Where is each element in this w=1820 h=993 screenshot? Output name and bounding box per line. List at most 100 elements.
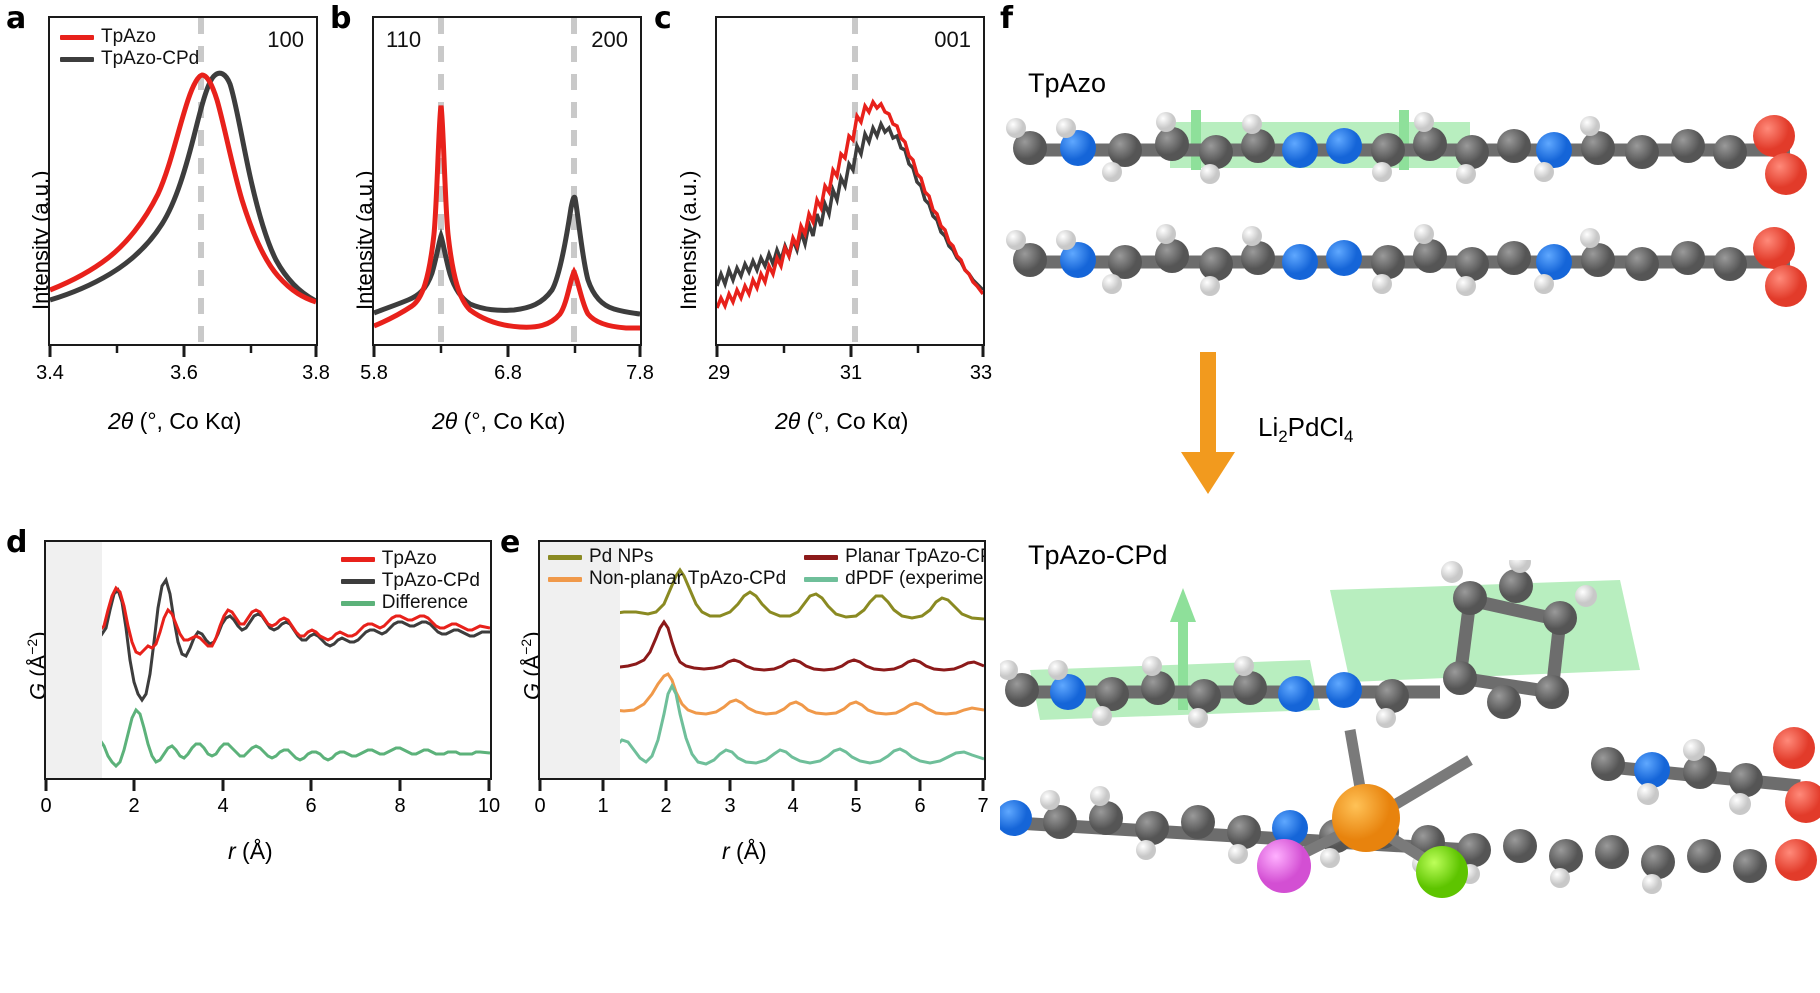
xtick-label: 33 [969, 362, 993, 384]
lower-right-chain [1591, 727, 1820, 823]
xtick-label: 5 [850, 795, 862, 817]
legend-item: TpAzo-CPd [340, 570, 480, 592]
legend-item: dPDF (experiment) [804, 568, 984, 590]
xtick-label: 8 [394, 795, 406, 817]
xtick-label: 6.8 [494, 362, 522, 384]
panel-d-xlabel: r (Å) [228, 838, 273, 864]
panel-e-legend-col-left: Pd NPs Non-planar TpAzo-CPd [548, 546, 786, 590]
xtick-label: 3.8 [302, 362, 330, 384]
panel-e-xticklabels: 0 1 2 3 4 5 6 7 [534, 795, 990, 821]
legend-label-tpazo: TpAzo [381, 548, 437, 569]
legend-label-tpazo: TpAzo [101, 26, 156, 47]
panel-f-top-structure [1006, 110, 1807, 307]
panel-d-svg [46, 576, 490, 769]
lower-left-chain [1000, 656, 1440, 728]
molecule-row-1 [1006, 110, 1807, 195]
panel-b-letter: b [330, 1, 352, 36]
panel-d-series-tpazo-cpd [46, 576, 490, 703]
pd-atom [1332, 784, 1400, 852]
molecule-row-2 [1006, 224, 1807, 307]
panel-e-series-non-planar-tpazo-cpd [540, 672, 984, 716]
xtick-label: 4 [217, 795, 229, 817]
xtick-label: 5.8 [360, 362, 388, 384]
legend-item: Non-planar TpAzo-CPd [548, 568, 786, 590]
panel-e-legend-col-right: Planar TpAzo-CPd dPDF (experiment) [804, 546, 984, 590]
panel-b-hkl-label-110: 110 [386, 27, 422, 52]
panel-c-svg [717, 18, 983, 344]
panel-d-xticklabels: 0 2 4 6 8 10 [40, 795, 500, 821]
panel-c-series-tpazo [717, 98, 983, 311]
panel-a-xaxis-ticks [48, 346, 318, 357]
xtick-label: 2 [660, 795, 672, 817]
legend-label-tpazo-cpd: TpAzo-CPd [101, 48, 200, 69]
panel-b-xaxis-ticks [372, 346, 642, 357]
panel-b-svg [374, 18, 640, 344]
legend-swatch-dpdf [804, 576, 839, 582]
panel-b-series-tpazo [374, 105, 640, 331]
panel-d-xaxis-ticks [44, 780, 491, 791]
pink-ligand-atom [1257, 839, 1311, 893]
legend-swatch-pd-nps [548, 554, 582, 560]
xtick-label: 3 [724, 795, 736, 817]
legend-item: TpAzo [60, 26, 199, 48]
xtick-label: 7 [977, 795, 989, 817]
panel-b-xticklabels: 5.8 6.8 7.8 [360, 362, 654, 388]
panel-a-series-tpazo [50, 72, 316, 305]
panel-a-hkl-label: 100 [267, 27, 304, 52]
legend-item: TpAzo-CPd [60, 48, 199, 70]
panel-b-series-tpazo-cpd [374, 194, 640, 317]
panel-a-series-tpazo-cpd [50, 70, 316, 304]
legend-swatch-planar [804, 554, 839, 560]
panel-d-legend: TpAzo TpAzo-CPd Difference [340, 548, 480, 614]
legend-item: Pd NPs [548, 546, 786, 568]
legend-label-planar: Planar TpAzo-CPd [845, 546, 984, 567]
legend-swatch-tpazo-cpd [60, 56, 94, 62]
xtick-label: 4 [787, 795, 799, 817]
panel-c-series-tpazo-cpd [717, 119, 983, 292]
xtick-label: 10 [477, 795, 501, 817]
legend-swatch-tpazo [340, 556, 375, 562]
panel-b-plot: 110 200 [372, 16, 642, 346]
panel-f-top-label: TpAzo [1028, 68, 1107, 98]
panel-d-letter: d [6, 525, 28, 560]
panel-e-legend: Pd NPs Non-planar TpAzo-CPd Planar TpAzo… [548, 546, 984, 590]
panel-c-xaxis-ticks [715, 346, 985, 357]
panel-d-plot: TpAzo TpAzo-CPd Difference [44, 540, 492, 780]
legend-swatch-difference [340, 600, 375, 606]
legend-swatch-tpazo-cpd [340, 578, 375, 584]
pd-coordination-centre [1257, 729, 1473, 898]
panel-c-xticklabels: 29 31 33 [708, 362, 992, 388]
panel-e-series-pd-nps [540, 567, 984, 621]
panel-f-bottom-label: TpAzo-CPd [1028, 540, 1168, 570]
panel-e-xlabel: r (Å) [722, 838, 767, 864]
panel-f-reaction-arrow [1181, 352, 1235, 494]
xtick-label: 6 [914, 795, 926, 817]
legend-item: TpAzo [340, 548, 480, 570]
tilted-aryl-ring [1441, 560, 1597, 719]
legend-label-tpazo-cpd: TpAzo-CPd [381, 570, 480, 591]
xtick-label: 3.6 [170, 362, 198, 384]
panel-e-series-planar-tpazo-cpd [540, 619, 984, 672]
panel-b-xlabel: 2θ (°, Co Kα) [432, 408, 566, 434]
legend-item: Difference [340, 592, 480, 614]
panel-e-plot: Pd NPs Non-planar TpAzo-CPd Planar TpAzo… [538, 540, 986, 780]
xtick-label: 31 [839, 362, 863, 384]
panel-c-hkl-label: 001 [934, 27, 971, 52]
legend-label-pd-nps: Pd NPs [589, 546, 654, 567]
panel-c-letter: c [654, 1, 672, 36]
panel-d-shaded-region [46, 542, 102, 778]
legend-swatch-non-planar [548, 576, 582, 582]
panel-e-letter: e [500, 525, 521, 560]
panel-c-plot: 001 [715, 16, 985, 346]
legend-label-non-planar: Non-planar TpAzo-CPd [589, 568, 787, 589]
panel-f-reagent-label: Li2PdCl4 [1258, 412, 1354, 447]
legend-swatch-tpazo [60, 34, 94, 40]
panel-f-bottom-structure [1000, 560, 1820, 898]
panel-a-xticklabels: 3.4 3.6 3.8 [36, 362, 330, 388]
panel-c-ylabel: Intensity (a.u.) [676, 170, 701, 310]
panel-a-legend: TpAzo TpAzo-CPd [60, 26, 199, 70]
panel-a-svg [50, 18, 316, 344]
xtick-label: 0 [534, 795, 546, 817]
xtick-label: 2 [128, 795, 140, 817]
xtick-label: 29 [707, 362, 731, 384]
